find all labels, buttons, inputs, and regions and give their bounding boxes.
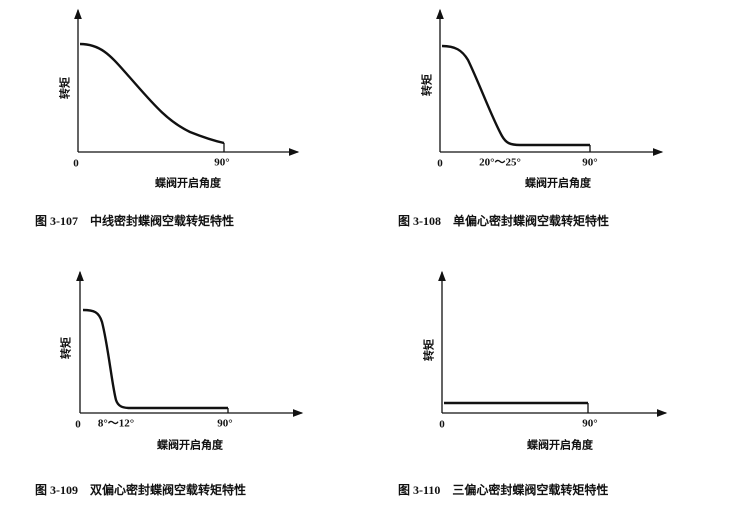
- panel: 转矩 0 90° 蝶阀开启角度 图 3-107 中线密封蝶阀空载转矩特性: [35, 8, 300, 228]
- y-label: 转矩: [59, 337, 73, 359]
- torque-curve: [82, 308, 228, 410]
- panel: 转矩 0 20°～25° 90° 蝶阀开启角度 图 3-108 单偏心密封蝶阀空…: [398, 8, 664, 228]
- y-label: 转矩: [422, 339, 436, 361]
- caption: 图 3-108 单偏心密封蝶阀空载转矩特性: [398, 213, 609, 228]
- x-label: 蝶阀开启角度: [527, 438, 594, 452]
- x-label: 蝶阀开启角度: [155, 176, 222, 190]
- caption: 图 3-109 双偏心密封蝶阀空载转矩特性: [35, 482, 246, 497]
- tick-label: 90°: [214, 157, 229, 169]
- caption: 图 3-110 三偏心密封蝶阀空载转矩特性: [398, 482, 608, 497]
- tick-label: 8°～12°: [98, 418, 134, 430]
- tick-label: 90°: [217, 418, 232, 430]
- tick-label: 90°: [582, 157, 597, 169]
- origin-label: 0: [437, 158, 443, 170]
- y-label: 转矩: [420, 74, 434, 96]
- y-label: 转矩: [58, 77, 72, 99]
- panel: 转矩 0 90° 蝶阀开启角度 图 3-110 三偏心密封蝶阀空载转矩特性: [398, 270, 668, 497]
- torque-curve: [79, 42, 225, 145]
- x-label: 蝶阀开启角度: [157, 438, 224, 452]
- tick-label: 90°: [582, 418, 597, 430]
- origin-label: 0: [439, 419, 445, 431]
- origin-label: 0: [75, 419, 81, 431]
- x-label: 蝶阀开启角度: [525, 176, 592, 190]
- torque-curve: [441, 44, 590, 147]
- origin-label: 0: [73, 158, 79, 170]
- panel: 转矩 0 8°～12° 90° 蝶阀开启角度 图 3-109 双偏心密封蝶阀空载…: [35, 270, 304, 497]
- caption: 图 3-107 中线密封蝶阀空载转矩特性: [35, 213, 234, 228]
- tick-label: 20°～25°: [479, 157, 521, 169]
